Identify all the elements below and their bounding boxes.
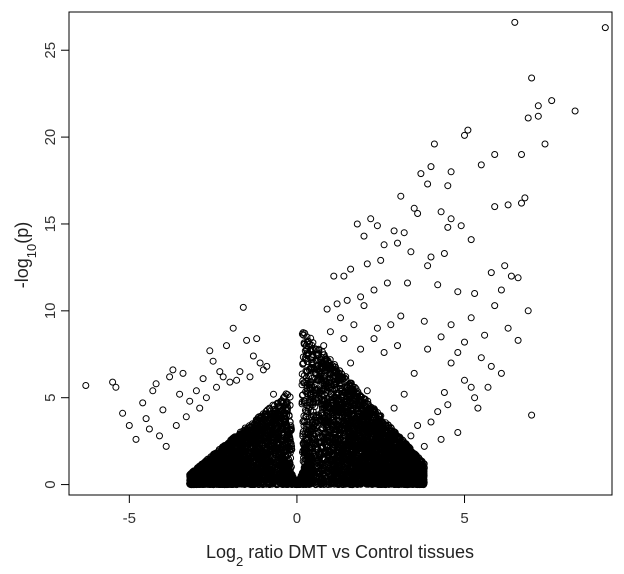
y-tick-label: 15 <box>42 216 59 233</box>
x-tick-label: 0 <box>293 510 301 527</box>
y-tick-label: 25 <box>42 42 59 59</box>
y-tick-label: 5 <box>42 394 59 402</box>
data-point <box>276 422 284 430</box>
data-point <box>270 440 278 448</box>
plot-frame <box>68 11 613 496</box>
y-tick-label: 20 <box>42 129 59 146</box>
axis-ticks: -5 0 5 0 5 10 15 20 25 <box>42 42 469 527</box>
x-tick-label: 5 <box>460 510 468 527</box>
y-tick-label: 10 <box>42 302 59 319</box>
data-point <box>288 442 296 450</box>
x-tick-label: -5 <box>123 510 136 527</box>
data-points <box>82 18 609 489</box>
y-tick-label: 0 <box>42 480 59 488</box>
